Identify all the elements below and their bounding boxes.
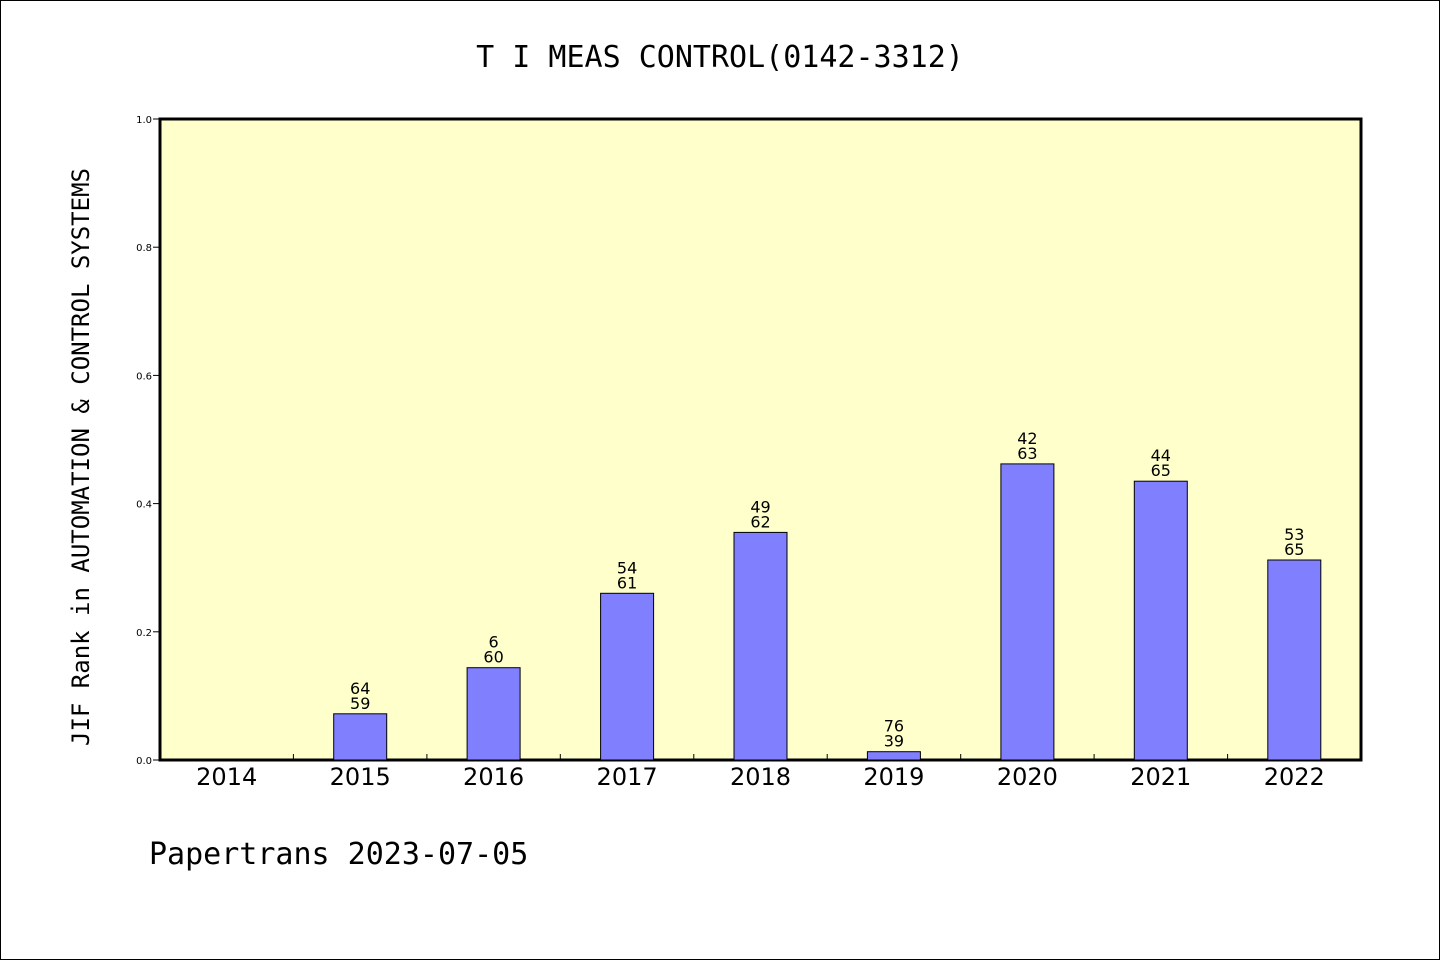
y-tick-label-0.6: 0.6 (136, 371, 152, 382)
x-tick-label-2020: 2020 (997, 763, 1058, 791)
bar-label-top-2021: 44 (1151, 446, 1171, 465)
y-axis-label: JIF Rank in AUTOMATION & CONTROL SYSTEMS (67, 168, 95, 746)
bar-2018 (733, 531, 788, 761)
x-ticks-group: 2014 2015 2016 2017 2018 2019 2020 2021 2022 (196, 754, 1325, 791)
x-tick-label-2021: 2021 (1130, 763, 1191, 791)
bar-label-bottom-2021: 65 (1151, 461, 1171, 480)
bar-label-bottom-2018: 62 (750, 512, 770, 531)
y-tick-label-0.0: 0.0 (136, 756, 152, 767)
bar-2022 (1267, 559, 1322, 761)
y-tick-label-0.4: 0.4 (136, 500, 152, 511)
bar-label-top-2020: 42 (1017, 429, 1037, 448)
x-tick-label-2022: 2022 (1264, 763, 1325, 791)
bar-label-top-2016: 6 (489, 633, 499, 652)
x-tick-label-2016: 2016 (463, 763, 524, 791)
y-tick-label-1.0: 1.0 (136, 115, 152, 126)
bar-label-top-2019: 76 (884, 717, 904, 736)
x-tick-label-2015: 2015 (330, 763, 391, 791)
y-ticks-group: 0.0 0.2 0.4 0.6 0.8 1.0 (136, 115, 160, 767)
bar-label-bottom-2017: 61 (617, 573, 637, 592)
bar-2021 (1133, 480, 1188, 761)
bar-label-top-2022: 53 (1284, 525, 1304, 544)
bar-label-bottom-2019: 39 (884, 732, 904, 751)
bar-label-bottom-2022: 65 (1284, 540, 1304, 559)
bar-2020 (1000, 463, 1055, 761)
bar-2015 (333, 713, 388, 761)
bar-2019 (866, 751, 921, 761)
x-tick-label-2017: 2017 (597, 763, 658, 791)
bar-label-top-2015: 64 (350, 679, 370, 698)
bar-label-top-2017: 54 (617, 558, 637, 577)
bar-label-bottom-2015: 59 (350, 694, 370, 713)
chart-title: T I MEAS CONTROL(0142-3312) (476, 40, 964, 75)
x-tick-label-2014: 2014 (196, 763, 257, 791)
y-tick-label-0.8: 0.8 (136, 243, 152, 254)
y-tick-label-0.2: 0.2 (136, 628, 152, 639)
bar-label-bottom-2016: 60 (483, 648, 503, 667)
x-tick-label-2019: 2019 (863, 763, 924, 791)
footer-text: Papertrans 2023-07-05 (149, 837, 528, 872)
bar-2016 (466, 667, 521, 761)
bars-group (333, 463, 1322, 761)
bar-2017 (600, 592, 655, 761)
bar-label-bottom-2020: 63 (1017, 444, 1037, 463)
bar-label-top-2018: 49 (750, 497, 770, 516)
x-tick-label-2018: 2018 (730, 763, 791, 791)
